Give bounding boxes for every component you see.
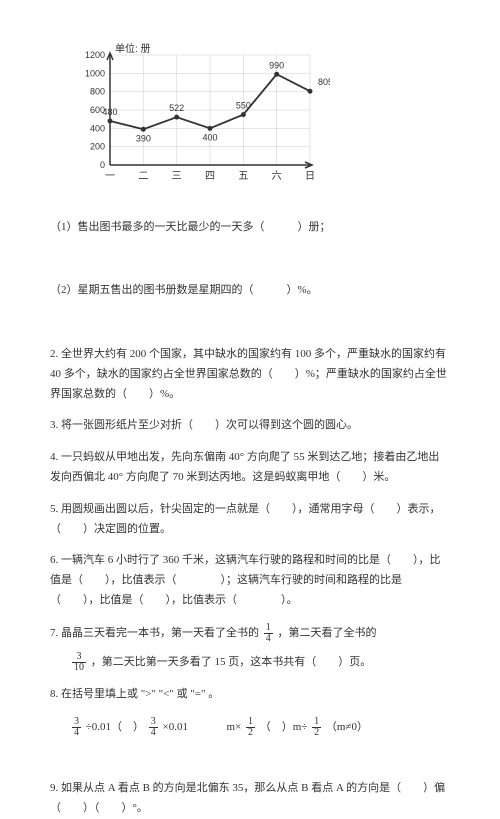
q7-part-c: ，第二天比第一天多看了 15 页，这本书共有（ ）页。 bbox=[91, 656, 372, 668]
fraction-1-2-a: 12 bbox=[246, 717, 255, 738]
question-1-2: （2）星期五售出的图书册数是星期四的（ ）%。 bbox=[50, 281, 450, 301]
question-2: 2. 全世界大约有 200 个国家，其中缺水的国家约有 100 多个，严重缺水的… bbox=[50, 345, 450, 404]
expr-b3: （m≠0） bbox=[326, 721, 368, 733]
fraction-3-4-a: 34 bbox=[72, 717, 81, 738]
question-1-1: （1）售出图书最多的一天比最少的一天多（ ）册； bbox=[50, 218, 450, 238]
question-9: 9. 如果从点 A 看点 B 的方向是北偏东 35，那么从点 B 看点 A 的方… bbox=[50, 779, 450, 819]
question-6: 6. 一辆汽车 6 小时行了 360 千米，这辆汽车行驶的路程和时间的比是（ ）… bbox=[50, 551, 450, 610]
svg-text:1200: 1200 bbox=[85, 50, 105, 60]
svg-text:四: 四 bbox=[205, 171, 215, 182]
svg-text:日: 日 bbox=[305, 171, 315, 182]
svg-text:三: 三 bbox=[172, 171, 182, 182]
expr-b2: （ ）m÷ bbox=[260, 721, 308, 733]
svg-text:805: 805 bbox=[318, 77, 330, 87]
fraction-1-4: 14 bbox=[264, 623, 273, 644]
svg-text:二: 二 bbox=[138, 171, 148, 182]
svg-text:1000: 1000 bbox=[85, 68, 105, 78]
q7-part-b: ，第二天看了全书的 bbox=[278, 627, 377, 639]
svg-text:400: 400 bbox=[202, 132, 217, 142]
fraction-1-2-b: 12 bbox=[312, 717, 321, 738]
expr-a1: ÷0.01（ ） bbox=[86, 721, 144, 733]
question-5: 5. 用圆规画出圆以后，针尖固定的一点就是（ ），通常用字母（ ）表示，（ ）决… bbox=[50, 500, 450, 540]
question-8-expressions: 34 ÷0.01（ ） 34 ×0.01 m× 12 （ ）m÷ 12 （m≠0… bbox=[70, 717, 450, 738]
svg-text:480: 480 bbox=[102, 107, 117, 117]
svg-text:522: 522 bbox=[169, 103, 184, 113]
svg-text:550: 550 bbox=[236, 101, 251, 111]
expr-a2: ×0.01 bbox=[163, 721, 188, 733]
question-8: 8. 在括号里填上或 ">" "<" 或 "=" 。 bbox=[50, 685, 450, 705]
fraction-3-10: 310 bbox=[72, 652, 86, 673]
book-sales-chart: 单位: 册020040060080010001200一二三四五六日4803905… bbox=[70, 40, 450, 198]
q7-part-a: 7. 晶晶三天看完一本书，第一天看了全书的 bbox=[50, 627, 259, 639]
svg-text:390: 390 bbox=[136, 133, 151, 143]
svg-text:一: 一 bbox=[105, 171, 115, 182]
svg-text:单位: 册: 单位: 册 bbox=[115, 42, 151, 55]
expr-b1: m× bbox=[227, 721, 242, 733]
svg-text:200: 200 bbox=[90, 142, 105, 152]
svg-text:0: 0 bbox=[100, 160, 105, 170]
svg-text:五: 五 bbox=[238, 171, 248, 182]
svg-text:990: 990 bbox=[269, 60, 284, 70]
svg-text:800: 800 bbox=[90, 87, 105, 97]
svg-text:六: 六 bbox=[272, 170, 282, 182]
question-3: 3. 将一张圆形纸片至少对折（ ）次可以得到这个圆的圆心。 bbox=[50, 416, 450, 436]
fraction-3-4-b: 34 bbox=[149, 717, 158, 738]
question-7: 7. 晶晶三天看完一本书，第一天看了全书的 14 ，第二天看了全书的 310 ，… bbox=[50, 623, 450, 673]
svg-text:400: 400 bbox=[90, 123, 105, 133]
question-4: 4. 一只蚂蚁从甲地出发，先向东偏南 40° 方向爬了 55 米到达乙地；接着由… bbox=[50, 448, 450, 488]
